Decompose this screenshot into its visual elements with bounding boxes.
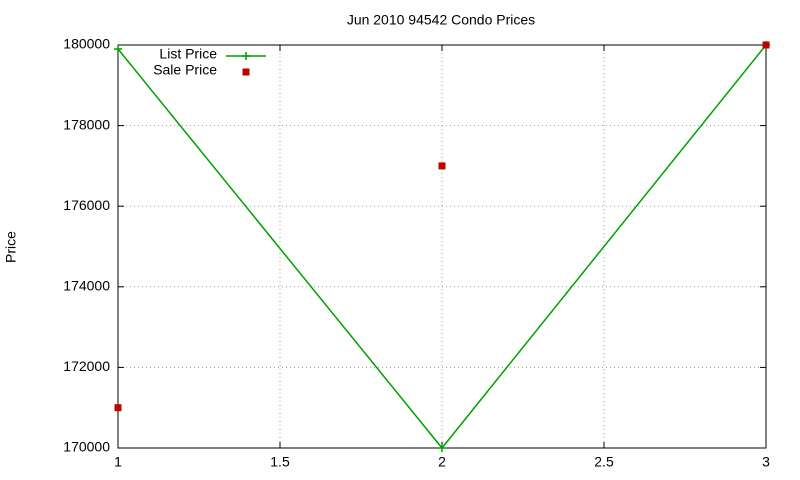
x-tick-label: 1.5 xyxy=(270,454,290,470)
legend-marker xyxy=(242,68,250,76)
legend-label: Sale Price xyxy=(153,62,217,78)
marker xyxy=(438,444,446,452)
marker xyxy=(114,45,122,54)
x-tick-label: 3 xyxy=(762,454,770,470)
legend-label: List Price xyxy=(159,46,217,62)
x-tick-label: 2.5 xyxy=(594,454,614,470)
chart-title: Jun 2010 94542 Condo Prices xyxy=(347,12,535,28)
legend-marker xyxy=(242,52,250,60)
y-tick-label: 170000 xyxy=(63,439,110,455)
y-tick-label: 174000 xyxy=(63,278,110,294)
x-tick-label: 2 xyxy=(438,454,446,470)
y-tick-label: 172000 xyxy=(63,358,110,374)
y-tick-label: 180000 xyxy=(63,36,110,52)
marker xyxy=(438,162,446,170)
y-axis-label: Price xyxy=(3,231,19,263)
y-tick-label: 176000 xyxy=(63,197,110,213)
y-tick-label: 178000 xyxy=(63,116,110,132)
marker xyxy=(762,41,770,49)
x-tick-label: 1 xyxy=(114,454,122,470)
marker xyxy=(114,404,122,412)
